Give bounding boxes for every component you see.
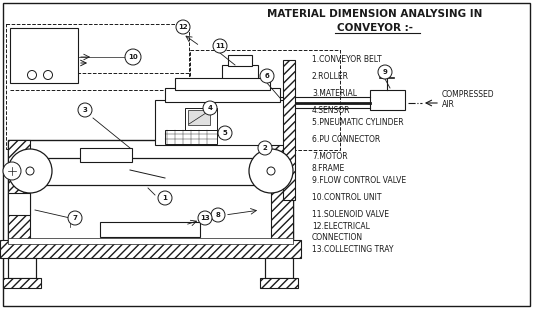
Text: 1.CONVEYOR BELT: 1.CONVEYOR BELT <box>312 55 382 64</box>
Text: 9.FLOW CONTROL VALVE: 9.FLOW CONTROL VALVE <box>312 176 406 185</box>
Circle shape <box>44 70 52 79</box>
Bar <box>265 258 293 278</box>
Circle shape <box>125 49 141 65</box>
Bar <box>100 222 200 237</box>
Bar <box>190 50 340 150</box>
Bar <box>271 140 293 240</box>
Bar <box>370 90 405 110</box>
Bar <box>188 110 210 125</box>
Circle shape <box>78 103 92 117</box>
Bar <box>0 240 301 258</box>
Text: MATERIAL DIMENSION ANALYSING IN: MATERIAL DIMENSION ANALYSING IN <box>268 9 483 19</box>
Text: 7.MOTOR: 7.MOTOR <box>312 152 348 161</box>
Bar <box>185 108 217 130</box>
Text: COMPRESSED: COMPRESSED <box>442 90 495 99</box>
Circle shape <box>211 208 225 222</box>
Circle shape <box>158 191 172 205</box>
Circle shape <box>176 20 190 34</box>
Circle shape <box>198 211 212 225</box>
Text: 9: 9 <box>383 69 387 75</box>
Circle shape <box>26 167 34 175</box>
Bar <box>175 78 270 90</box>
Text: 12.ELECTRICAL: 12.ELECTRICAL <box>312 222 370 231</box>
Text: 5: 5 <box>223 130 228 136</box>
Text: CONNECTION: CONNECTION <box>312 233 363 242</box>
Bar <box>10 28 78 83</box>
Text: AIR: AIR <box>442 100 455 109</box>
Text: 5.PNEUMATIC CYLINDER: 5.PNEUMATIC CYLINDER <box>312 118 403 127</box>
Circle shape <box>68 211 82 225</box>
Text: 8: 8 <box>215 212 221 218</box>
Text: 3.MATERIAL: 3.MATERIAL <box>312 89 357 98</box>
Text: 13: 13 <box>200 215 210 221</box>
Circle shape <box>203 101 217 115</box>
Bar <box>283 60 295 200</box>
Text: CONVEYOR :-: CONVEYOR :- <box>337 23 413 33</box>
Text: 10: 10 <box>128 54 138 60</box>
Bar <box>8 193 30 215</box>
Text: 11: 11 <box>215 43 225 49</box>
Bar <box>165 88 280 102</box>
Text: 2.ROLLER: 2.ROLLER <box>312 72 349 81</box>
Text: 4.SENSOR: 4.SENSOR <box>312 106 351 115</box>
Circle shape <box>3 162 21 180</box>
Circle shape <box>213 39 227 53</box>
Text: 10.CONTROL UNIT: 10.CONTROL UNIT <box>312 193 382 202</box>
Bar <box>8 258 36 278</box>
Text: 7: 7 <box>72 215 77 221</box>
Text: 2: 2 <box>263 145 268 151</box>
Text: 4: 4 <box>207 105 213 111</box>
Text: 6: 6 <box>264 73 269 79</box>
Bar <box>8 140 30 240</box>
Bar <box>6 24 189 149</box>
Circle shape <box>249 149 293 193</box>
Text: 1: 1 <box>163 195 167 201</box>
Circle shape <box>258 141 272 155</box>
Bar <box>80 148 132 162</box>
Bar <box>215 80 265 105</box>
Circle shape <box>378 65 392 79</box>
Bar <box>8 140 293 240</box>
Text: 8.FRAME: 8.FRAME <box>312 164 345 173</box>
Text: 12: 12 <box>178 24 188 30</box>
Bar <box>222 65 258 81</box>
Bar <box>165 130 217 144</box>
Bar <box>3 278 41 288</box>
Circle shape <box>260 69 274 83</box>
Bar <box>228 55 252 66</box>
Circle shape <box>8 149 52 193</box>
Bar <box>260 278 298 288</box>
Circle shape <box>28 70 36 79</box>
Circle shape <box>267 167 275 175</box>
Bar <box>155 100 290 145</box>
Bar <box>8 238 293 244</box>
Text: 3: 3 <box>83 107 87 113</box>
Text: 13.COLLECTING TRAY: 13.COLLECTING TRAY <box>312 245 393 254</box>
Circle shape <box>218 126 232 140</box>
Text: 6.PU CONNECTOR: 6.PU CONNECTOR <box>312 135 380 144</box>
Text: 11.SOLENOID VALVE: 11.SOLENOID VALVE <box>312 210 389 219</box>
